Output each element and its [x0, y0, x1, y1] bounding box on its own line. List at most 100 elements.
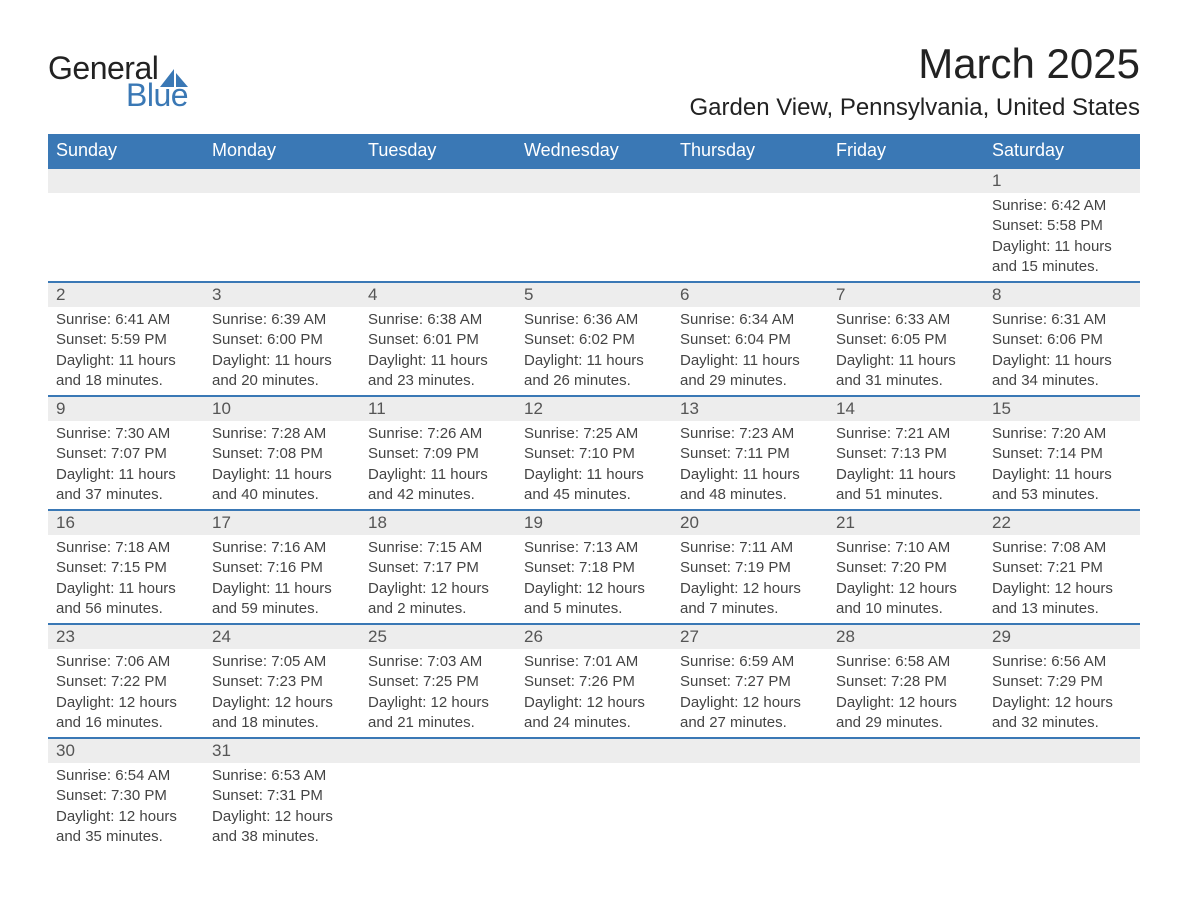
sunset-line: Sunset: 7:26 PM	[524, 672, 664, 692]
day-number: 27	[672, 625, 828, 649]
weekday-header: Thursday	[672, 134, 828, 168]
calendar-empty-cell	[828, 738, 984, 851]
sunrise-line: Sunrise: 7:13 AM	[524, 538, 664, 558]
sunrise-line: Sunrise: 7:20 AM	[992, 424, 1132, 444]
sunrise-line: Sunrise: 6:42 AM	[992, 196, 1132, 216]
day-details: Sunrise: 7:15 AMSunset: 7:17 PMDaylight:…	[360, 535, 516, 623]
day-number: 10	[204, 397, 360, 421]
sunrise-line: Sunrise: 7:05 AM	[212, 652, 352, 672]
sunset-line: Sunset: 7:08 PM	[212, 444, 352, 464]
sunset-line: Sunset: 5:59 PM	[56, 330, 196, 350]
day-number: 4	[360, 283, 516, 307]
daylight-line: Daylight: 11 hours and 31 minutes.	[836, 351, 976, 392]
sunset-line: Sunset: 7:20 PM	[836, 558, 976, 578]
calendar-body: 1Sunrise: 6:42 AMSunset: 5:58 PMDaylight…	[48, 168, 1140, 851]
day-number: 29	[984, 625, 1140, 649]
day-details: Sunrise: 7:25 AMSunset: 7:10 PMDaylight:…	[516, 421, 672, 509]
calendar-empty-cell	[984, 738, 1140, 851]
sunset-line: Sunset: 7:07 PM	[56, 444, 196, 464]
sunrise-line: Sunrise: 7:26 AM	[368, 424, 508, 444]
sunset-line: Sunset: 7:19 PM	[680, 558, 820, 578]
day-details: Sunrise: 7:06 AMSunset: 7:22 PMDaylight:…	[48, 649, 204, 737]
day-details: Sunrise: 6:34 AMSunset: 6:04 PMDaylight:…	[672, 307, 828, 395]
calendar-week-row: 1Sunrise: 6:42 AMSunset: 5:58 PMDaylight…	[48, 168, 1140, 282]
sunrise-line: Sunrise: 6:53 AM	[212, 766, 352, 786]
calendar-day-cell: 1Sunrise: 6:42 AMSunset: 5:58 PMDaylight…	[984, 168, 1140, 282]
page-header: General Blue March 2025 Garden View, Pen…	[48, 40, 1140, 130]
calendar-day-cell: 6Sunrise: 6:34 AMSunset: 6:04 PMDaylight…	[672, 282, 828, 396]
weekday-header: Wednesday	[516, 134, 672, 168]
sunrise-line: Sunrise: 7:25 AM	[524, 424, 664, 444]
empty-day-body	[360, 193, 516, 273]
sunrise-line: Sunrise: 7:15 AM	[368, 538, 508, 558]
calendar-day-cell: 14Sunrise: 7:21 AMSunset: 7:13 PMDayligh…	[828, 396, 984, 510]
daylight-line: Daylight: 11 hours and 42 minutes.	[368, 465, 508, 506]
sunset-line: Sunset: 6:00 PM	[212, 330, 352, 350]
day-details: Sunrise: 7:13 AMSunset: 7:18 PMDaylight:…	[516, 535, 672, 623]
weekday-header: Friday	[828, 134, 984, 168]
daylight-line: Daylight: 12 hours and 38 minutes.	[212, 807, 352, 848]
calendar-week-row: 23Sunrise: 7:06 AMSunset: 7:22 PMDayligh…	[48, 624, 1140, 738]
sunset-line: Sunset: 7:18 PM	[524, 558, 664, 578]
sunrise-line: Sunrise: 6:59 AM	[680, 652, 820, 672]
day-number: 23	[48, 625, 204, 649]
empty-day-body	[48, 193, 204, 273]
calendar-empty-cell	[48, 168, 204, 282]
sunset-line: Sunset: 7:27 PM	[680, 672, 820, 692]
day-number: 26	[516, 625, 672, 649]
sunset-line: Sunset: 7:21 PM	[992, 558, 1132, 578]
empty-day-number	[828, 169, 984, 193]
sunrise-line: Sunrise: 7:01 AM	[524, 652, 664, 672]
calendar-day-cell: 13Sunrise: 7:23 AMSunset: 7:11 PMDayligh…	[672, 396, 828, 510]
sunrise-line: Sunrise: 7:16 AM	[212, 538, 352, 558]
weekday-header: Saturday	[984, 134, 1140, 168]
calendar-week-row: 9Sunrise: 7:30 AMSunset: 7:07 PMDaylight…	[48, 396, 1140, 510]
empty-day-body	[828, 763, 984, 843]
weekday-header-row: SundayMondayTuesdayWednesdayThursdayFrid…	[48, 134, 1140, 168]
day-details: Sunrise: 6:56 AMSunset: 7:29 PMDaylight:…	[984, 649, 1140, 737]
sunrise-line: Sunrise: 6:54 AM	[56, 766, 196, 786]
calendar-day-cell: 18Sunrise: 7:15 AMSunset: 7:17 PMDayligh…	[360, 510, 516, 624]
calendar-empty-cell	[360, 168, 516, 282]
day-number: 28	[828, 625, 984, 649]
day-number: 17	[204, 511, 360, 535]
sunrise-line: Sunrise: 7:10 AM	[836, 538, 976, 558]
day-number: 24	[204, 625, 360, 649]
calendar-day-cell: 8Sunrise: 6:31 AMSunset: 6:06 PMDaylight…	[984, 282, 1140, 396]
sunrise-line: Sunrise: 6:39 AM	[212, 310, 352, 330]
day-details: Sunrise: 7:10 AMSunset: 7:20 PMDaylight:…	[828, 535, 984, 623]
day-details: Sunrise: 6:39 AMSunset: 6:00 PMDaylight:…	[204, 307, 360, 395]
calendar-day-cell: 16Sunrise: 7:18 AMSunset: 7:15 PMDayligh…	[48, 510, 204, 624]
sunset-line: Sunset: 7:25 PM	[368, 672, 508, 692]
day-number: 13	[672, 397, 828, 421]
empty-day-body	[516, 763, 672, 843]
empty-day-body	[516, 193, 672, 273]
calendar-week-row: 2Sunrise: 6:41 AMSunset: 5:59 PMDaylight…	[48, 282, 1140, 396]
empty-day-number	[672, 739, 828, 763]
sunset-line: Sunset: 7:11 PM	[680, 444, 820, 464]
daylight-line: Daylight: 12 hours and 27 minutes.	[680, 693, 820, 734]
day-details: Sunrise: 7:21 AMSunset: 7:13 PMDaylight:…	[828, 421, 984, 509]
day-details: Sunrise: 7:20 AMSunset: 7:14 PMDaylight:…	[984, 421, 1140, 509]
calendar-day-cell: 11Sunrise: 7:26 AMSunset: 7:09 PMDayligh…	[360, 396, 516, 510]
sunset-line: Sunset: 7:14 PM	[992, 444, 1132, 464]
empty-day-body	[672, 763, 828, 843]
daylight-line: Daylight: 12 hours and 32 minutes.	[992, 693, 1132, 734]
day-number: 1	[984, 169, 1140, 193]
empty-day-number	[360, 739, 516, 763]
calendar-day-cell: 28Sunrise: 6:58 AMSunset: 7:28 PMDayligh…	[828, 624, 984, 738]
day-number: 6	[672, 283, 828, 307]
empty-day-number	[828, 739, 984, 763]
calendar-day-cell: 3Sunrise: 6:39 AMSunset: 6:00 PMDaylight…	[204, 282, 360, 396]
weekday-header: Monday	[204, 134, 360, 168]
day-details: Sunrise: 7:01 AMSunset: 7:26 PMDaylight:…	[516, 649, 672, 737]
daylight-line: Daylight: 11 hours and 18 minutes.	[56, 351, 196, 392]
sunset-line: Sunset: 6:05 PM	[836, 330, 976, 350]
daylight-line: Daylight: 11 hours and 53 minutes.	[992, 465, 1132, 506]
day-details: Sunrise: 7:30 AMSunset: 7:07 PMDaylight:…	[48, 421, 204, 509]
calendar-day-cell: 26Sunrise: 7:01 AMSunset: 7:26 PMDayligh…	[516, 624, 672, 738]
sunrise-line: Sunrise: 6:34 AM	[680, 310, 820, 330]
sunset-line: Sunset: 7:10 PM	[524, 444, 664, 464]
calendar-day-cell: 9Sunrise: 7:30 AMSunset: 7:07 PMDaylight…	[48, 396, 204, 510]
daylight-line: Daylight: 12 hours and 18 minutes.	[212, 693, 352, 734]
